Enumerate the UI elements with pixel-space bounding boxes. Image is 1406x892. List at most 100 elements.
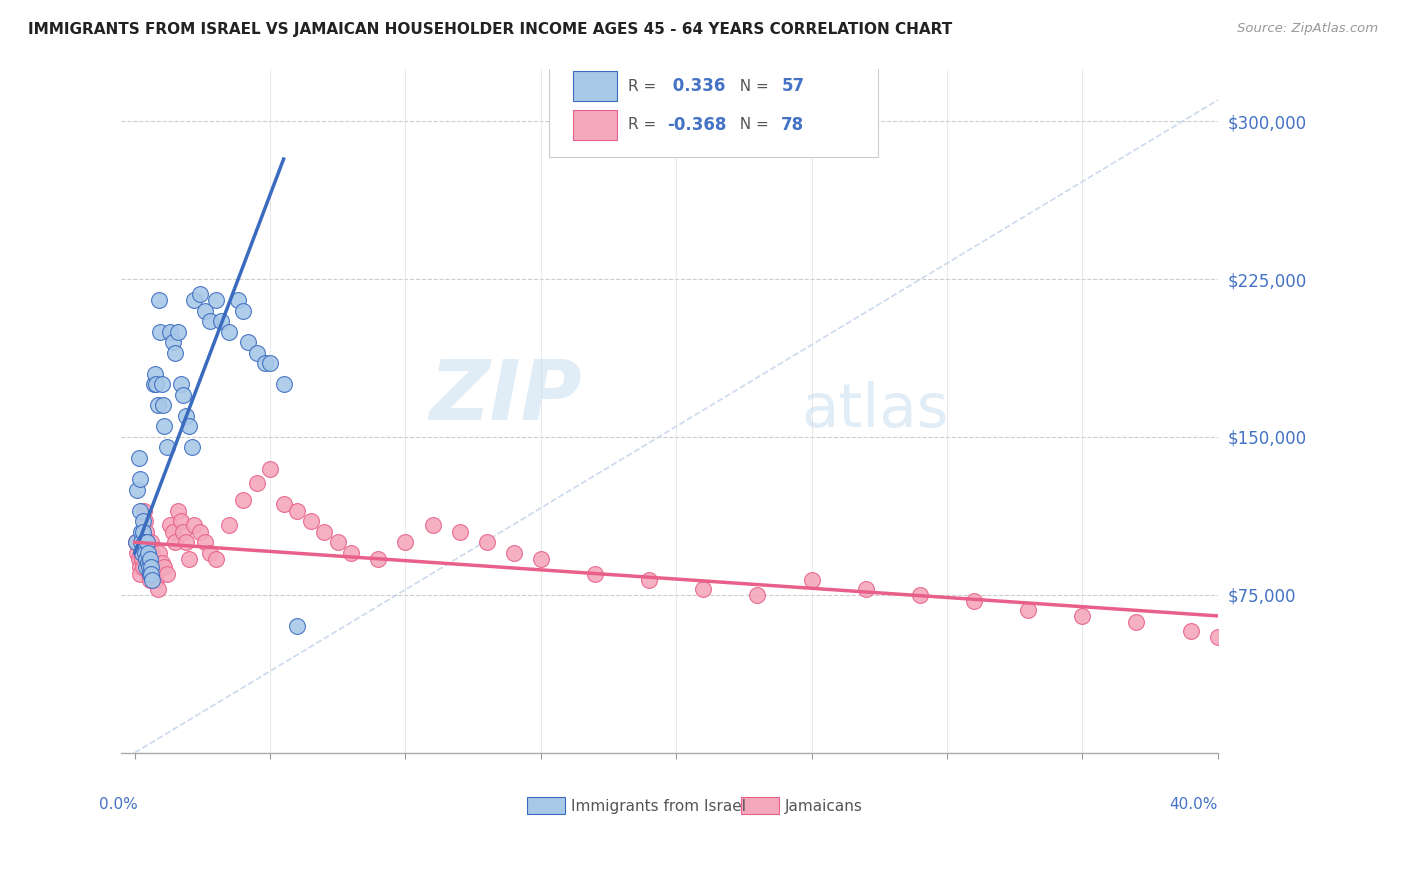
Point	[132, 524, 155, 539]
Point	[172, 388, 194, 402]
Point	[314, 524, 336, 539]
Point	[180, 441, 202, 455]
Point	[156, 441, 179, 455]
Point	[232, 493, 254, 508]
Point	[145, 573, 167, 587]
FancyBboxPatch shape	[741, 797, 779, 814]
Point	[136, 560, 159, 574]
Text: 0.336: 0.336	[668, 78, 725, 95]
Point	[129, 524, 152, 539]
Point	[1125, 615, 1147, 630]
Point	[183, 518, 205, 533]
Point	[218, 325, 240, 339]
Point	[138, 560, 160, 574]
Point	[136, 556, 159, 570]
Point	[134, 535, 156, 549]
Point	[273, 377, 295, 392]
Point	[172, 524, 194, 539]
Point	[205, 552, 228, 566]
Point	[1017, 602, 1039, 616]
Point	[177, 419, 200, 434]
Point	[800, 573, 823, 587]
Point	[128, 450, 150, 465]
Point	[205, 293, 228, 307]
Point	[238, 335, 260, 350]
Point	[136, 546, 159, 560]
Point	[638, 573, 661, 587]
Point	[285, 619, 308, 633]
Point	[188, 286, 211, 301]
Point	[259, 356, 281, 370]
Point	[138, 573, 160, 587]
Point	[692, 582, 714, 596]
Text: 57: 57	[782, 78, 804, 95]
Point	[167, 325, 190, 339]
Point	[146, 398, 169, 412]
Point	[299, 514, 322, 528]
Point	[963, 594, 986, 608]
Point	[1071, 608, 1094, 623]
Point	[152, 398, 174, 412]
Point	[148, 546, 170, 560]
Point	[141, 573, 163, 587]
Point	[156, 566, 179, 581]
Text: N =: N =	[730, 117, 773, 132]
Point	[128, 472, 150, 486]
Point	[138, 566, 160, 581]
Point	[128, 552, 150, 566]
Point	[129, 535, 152, 549]
Point	[127, 483, 149, 497]
Point	[253, 356, 276, 370]
Point	[132, 560, 155, 574]
Point	[200, 314, 222, 328]
FancyBboxPatch shape	[527, 797, 565, 814]
Text: atlas: atlas	[801, 381, 949, 440]
Point	[174, 535, 197, 549]
Text: -0.368: -0.368	[668, 116, 727, 134]
Point	[232, 303, 254, 318]
Point	[170, 514, 193, 528]
Point	[145, 377, 167, 392]
Point	[134, 503, 156, 517]
Point	[132, 514, 155, 528]
Point	[218, 518, 240, 533]
Point	[125, 535, 148, 549]
Point	[1206, 630, 1229, 644]
Point	[908, 588, 931, 602]
Point	[259, 461, 281, 475]
Point	[367, 552, 389, 566]
Point	[135, 535, 157, 549]
Point	[131, 546, 153, 560]
Point	[153, 560, 176, 574]
Point	[127, 546, 149, 560]
Point	[174, 409, 197, 423]
Point	[134, 524, 156, 539]
Point	[134, 552, 156, 566]
Point	[422, 518, 444, 533]
Point	[139, 535, 162, 549]
Point	[165, 345, 187, 359]
Point	[150, 377, 173, 392]
Point	[177, 552, 200, 566]
FancyBboxPatch shape	[572, 71, 617, 102]
Point	[136, 552, 159, 566]
Point	[141, 566, 163, 581]
Point	[226, 293, 249, 307]
Point	[129, 566, 152, 581]
Point	[200, 546, 222, 560]
Point	[1369, 651, 1392, 665]
Point	[449, 524, 471, 539]
Point	[153, 419, 176, 434]
Point	[142, 377, 165, 392]
Text: Immigrants from Israel: Immigrants from Israel	[571, 798, 745, 814]
Point	[194, 535, 217, 549]
Point	[141, 546, 163, 560]
Point	[1315, 645, 1337, 659]
Point	[131, 535, 153, 549]
Text: 0.0%: 0.0%	[100, 797, 138, 813]
Point	[1180, 624, 1202, 638]
Point	[245, 476, 267, 491]
Point	[148, 293, 170, 307]
Text: 78: 78	[782, 116, 804, 134]
Point	[139, 552, 162, 566]
